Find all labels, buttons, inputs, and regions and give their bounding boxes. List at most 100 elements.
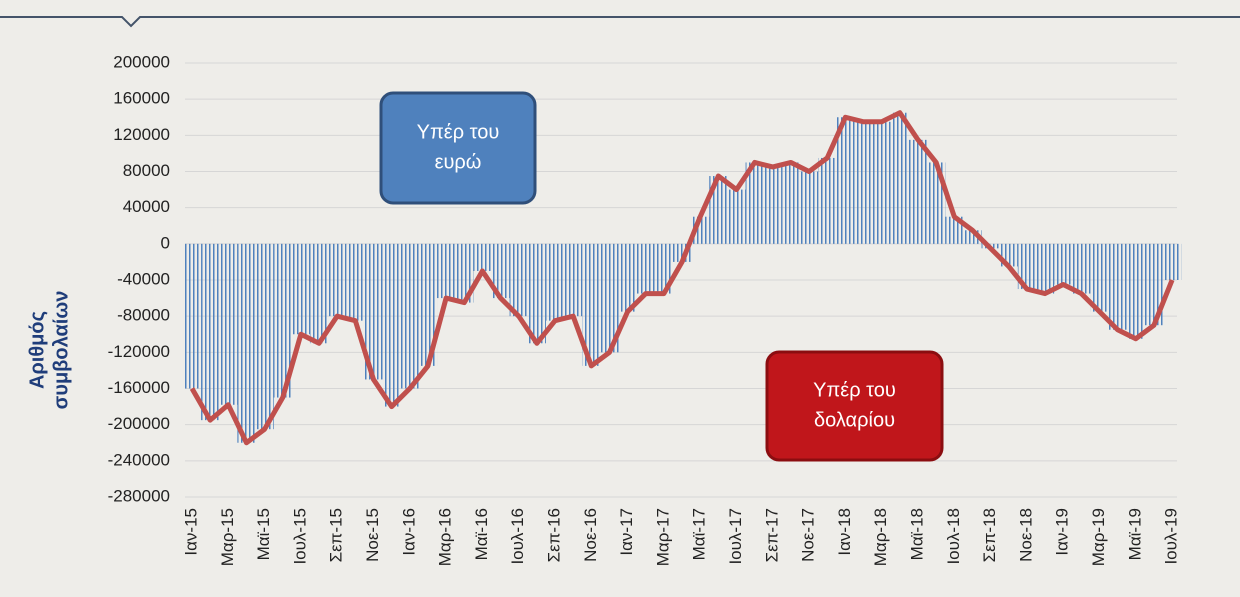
bar [564,243,583,317]
bar [1163,243,1182,280]
bar [800,171,819,244]
y-tick-label: -160000 [108,378,170,397]
y-tick-label: -280000 [108,486,170,505]
x-tick-label: Ιαν-15 [181,508,200,556]
x-tick-label: Μαρ-18 [871,508,890,566]
bar [364,243,383,380]
x-tick-label: Μαϊ-15 [254,508,273,560]
annotation-text: Υπέρ του [813,379,896,401]
bar [636,243,655,294]
x-tick-label: Ιουλ-16 [508,508,527,565]
x-tick-label: Ιουλ-17 [726,508,745,565]
y-tick-label: 120000 [113,125,170,144]
bar [509,243,528,317]
x-tick-label: Μαϊ-16 [472,508,491,560]
annotation-text: δολαρίου [814,409,895,431]
bar [328,243,347,317]
annotation-box [765,350,944,462]
x-tick-label: Ιαν-17 [617,508,636,556]
bar [1072,243,1091,294]
bar [1054,243,1073,285]
bar [309,243,329,344]
y-tick-label: -80000 [117,306,170,325]
header-rule [0,16,1240,28]
bar [600,243,619,353]
bar [836,117,855,244]
x-tick-label: Ιαν-16 [399,508,418,556]
bar [709,176,728,244]
annotation-text: ευρώ [435,151,482,173]
bar [1126,243,1145,339]
annotation-text: Υπέρ του [417,121,500,143]
bar [291,243,310,335]
x-tick-label: Σεπ-15 [327,508,346,562]
bar [237,243,256,443]
line [189,110,1175,446]
bar [872,121,891,244]
x-tick-label: Ιουλ-15 [290,508,309,565]
x-tick-label: Μαρ-19 [1089,508,1108,566]
bar [1090,243,1109,312]
bar [945,216,964,244]
bar [854,121,873,244]
x-tick-label: Μαϊ-19 [1125,508,1144,560]
bar [455,243,474,303]
x-tick-label: Μαρ-17 [653,508,672,566]
y-tick-label: -240000 [108,450,170,469]
x-tick-label: Μαρ-15 [218,508,237,566]
bar [255,243,274,430]
y-tick-label: 200000 [113,52,170,71]
y-tick-label: -120000 [108,342,170,361]
bar [346,243,365,321]
bar [473,243,492,271]
bar [1035,243,1055,294]
bar [437,243,456,299]
bar [890,112,909,244]
bar [908,139,928,244]
bar [763,166,782,244]
y-tick-label: -200000 [108,414,170,433]
bar [201,243,220,421]
y-tick-label: -40000 [117,269,170,288]
x-tick-label: Μαϊ-18 [907,508,926,560]
x-tick-label: Μαρ-16 [436,508,455,566]
y-axis-label: Αριθμός συμβολαίων [26,291,72,410]
bar [1144,243,1164,326]
bar [219,243,238,405]
bar [400,243,419,389]
x-tick-label: Μαϊ-17 [690,508,709,560]
bar [418,243,438,366]
x-tick-label: Νοε-17 [799,508,818,562]
bar [618,243,637,312]
bar [382,243,401,407]
bar [1017,243,1036,290]
y-tick-label: 0 [161,233,170,252]
x-tick-label: Ιαν-19 [1053,508,1072,556]
x-tick-label: Νοε-18 [1016,508,1035,562]
bar [745,162,764,244]
bar [182,243,202,389]
y-axis-label-line: συμβολαίων [50,291,72,410]
x-tick-label: Νοε-15 [363,508,382,562]
bar [727,189,746,244]
bar [818,157,837,244]
x-tick-label: Σεπ-16 [544,508,563,562]
x-tick-label: Σεπ-17 [762,508,781,562]
y-tick-label: 80000 [123,161,170,180]
y-tick-label: 40000 [123,197,170,216]
bar [781,162,801,244]
bar [582,243,601,366]
x-tick-label: Σεπ-18 [980,508,999,562]
y-tick-label: 160000 [113,89,170,108]
bar [491,243,510,299]
annotation-box [379,91,537,205]
bar [545,243,565,321]
x-tick-label: Νοε-16 [581,508,600,562]
x-tick-label: Ιουλ-19 [1162,508,1181,565]
bar [527,243,546,344]
y-axis-label-line: Αριθμός [26,311,48,389]
bar [273,243,292,398]
x-tick-label: Ιουλ-18 [944,508,963,565]
bar [1108,243,1127,330]
